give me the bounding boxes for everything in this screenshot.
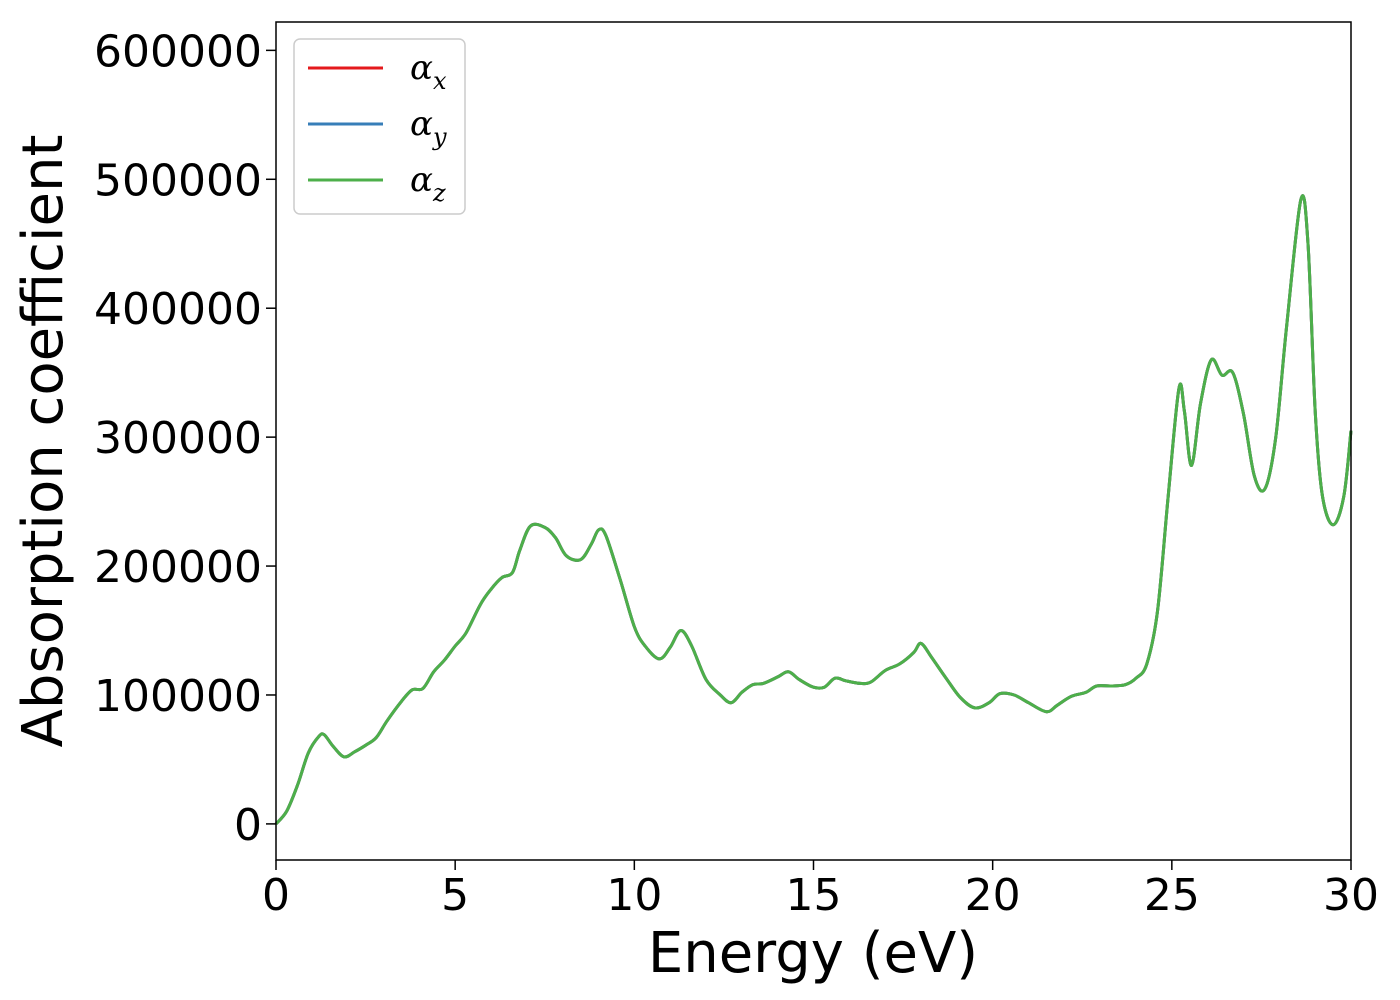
x-tick-label: 0: [262, 870, 290, 921]
x-tick-label: 15: [786, 870, 842, 921]
y-tick-label: 400000: [94, 284, 262, 335]
x-tick-label: 10: [606, 870, 662, 921]
legend-label-alpha-y: αy: [410, 104, 447, 151]
x-tick-label: 20: [965, 870, 1021, 921]
x-axis-ticks: 0 5 10 15 20 25 30: [262, 860, 1379, 921]
series-line-alpha-y: [274, 194, 1353, 825]
y-axis-ticks: 0 100000 200000 300000 400000 500000 600000: [94, 26, 276, 851]
y-tick-label: 200000: [94, 542, 262, 593]
legend: αx αy αz: [293, 38, 466, 215]
y-tick-label: 600000: [94, 26, 262, 77]
series-line-alpha-x: [274, 194, 1353, 825]
legend-label-alpha-x: αx: [410, 48, 447, 95]
x-tick-label: 5: [441, 870, 469, 921]
series-line-alpha-z: [274, 194, 1353, 825]
plot-lines: [274, 194, 1353, 825]
y-axis-title: Absorption coefficient: [11, 135, 76, 748]
y-tick-label: 500000: [94, 155, 262, 206]
x-axis-title: Energy (eV): [648, 921, 978, 986]
x-tick-label: 25: [1144, 870, 1200, 921]
legend-box: [293, 38, 466, 215]
y-tick-label: 0: [234, 800, 262, 851]
y-tick-label: 300000: [94, 413, 262, 464]
x-tick-label: 30: [1323, 870, 1379, 921]
legend-label-alpha-z: αz: [410, 160, 446, 207]
y-tick-label: 100000: [94, 671, 262, 722]
